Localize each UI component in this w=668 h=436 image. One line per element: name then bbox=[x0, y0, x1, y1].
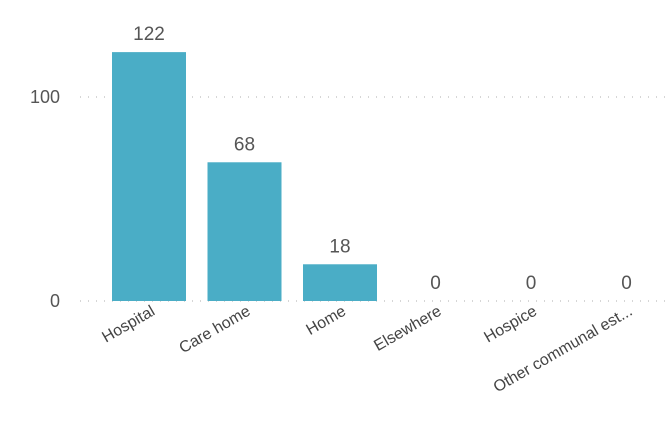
x-tick-label: Care home bbox=[176, 303, 253, 357]
x-tick-label: Home bbox=[304, 303, 350, 339]
data-label: 0 bbox=[621, 273, 632, 294]
y-tick-label: 100 bbox=[30, 87, 60, 107]
bar bbox=[207, 162, 282, 301]
data-label: 0 bbox=[526, 273, 537, 294]
data-label: 18 bbox=[329, 236, 350, 257]
x-tick-label: Elsewhere bbox=[371, 303, 444, 355]
x-tick-label: Hospice bbox=[481, 303, 540, 347]
data-labels: 122 68 18 0 0 0 bbox=[133, 24, 632, 294]
bar bbox=[112, 52, 186, 302]
y-axis-ticks: 0 100 bbox=[30, 87, 60, 311]
data-label: 0 bbox=[430, 273, 441, 294]
category-labels: Hospital Care home Home Elsewhere HospiceOth… bbox=[99, 303, 635, 396]
data-label: 122 bbox=[133, 24, 165, 45]
x-tick-label: Hospital bbox=[99, 303, 158, 347]
data-label: 68 bbox=[234, 134, 255, 155]
bars bbox=[112, 52, 377, 302]
bar bbox=[303, 264, 377, 301]
y-tick-label: 0 bbox=[50, 291, 60, 311]
